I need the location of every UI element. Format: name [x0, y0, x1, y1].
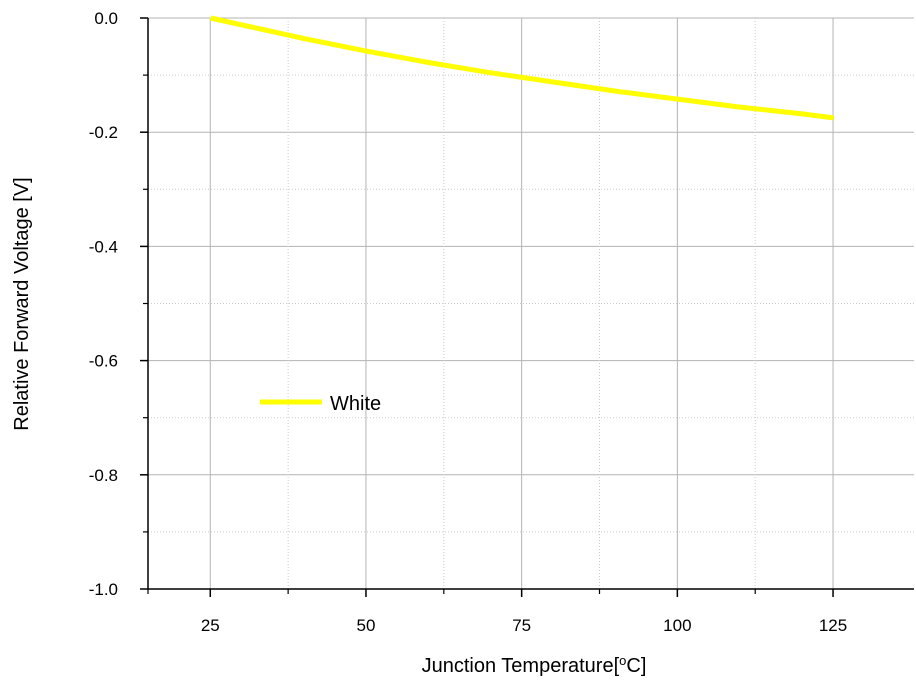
x-tick-label: 125 [819, 616, 847, 635]
x-tick-label: 100 [663, 616, 691, 635]
series-layer [209, 15, 834, 121]
y-tick-label: -1.0 [89, 580, 118, 599]
x-tick-label: 75 [512, 616, 531, 635]
series-line-white [209, 15, 834, 121]
axes: 25 50 75 100 125 0.0 -0.2 -0.4 -0.6 -0.8 -1.0 [89, 9, 914, 635]
y-tick-label: 0.0 [94, 9, 118, 28]
y-tick-label: -0.8 [89, 466, 118, 485]
y-tick-label: -0.2 [89, 123, 118, 142]
x-axis-title: Junction Temperature[oC] [422, 653, 647, 678]
legend: White [260, 393, 381, 415]
y-axis-title: Relative Forward Voltage [V] [11, 177, 33, 430]
y-tick-label: -0.6 [89, 352, 118, 371]
x-tick-label: 25 [201, 616, 220, 635]
x-tick-label: 50 [357, 616, 376, 635]
y-tick-label: -0.4 [89, 237, 118, 256]
legend-label-white: White [330, 393, 381, 415]
grid [148, 17, 914, 590]
